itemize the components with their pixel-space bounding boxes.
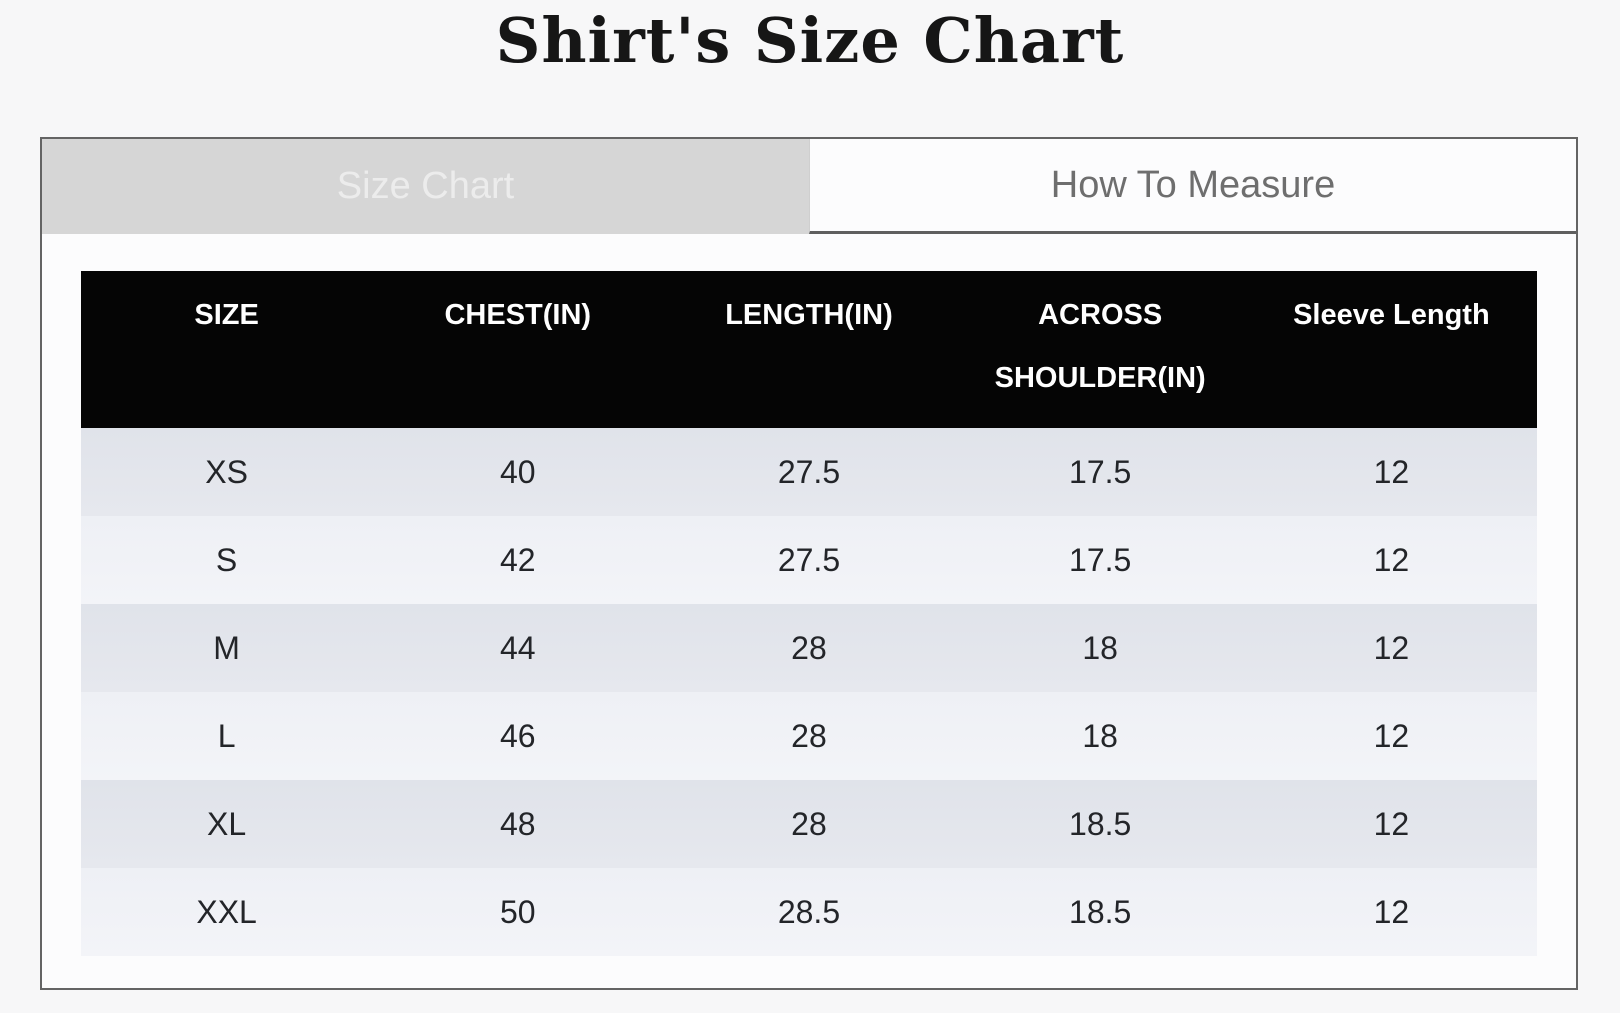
- table-row-xl: XL 48 28 18.5 12: [81, 780, 1537, 868]
- table-cell: 40: [372, 428, 664, 516]
- table-cell: 18.5: [954, 780, 1246, 868]
- table-cell: 12: [1245, 692, 1537, 780]
- tab-how-to-measure[interactable]: How To Measure: [809, 139, 1576, 234]
- table-row-m: M 44 28 18 12: [81, 604, 1537, 692]
- table-cell: XXL: [81, 868, 373, 956]
- table-cell: 28: [663, 604, 955, 692]
- table-cell: 27.5: [663, 428, 955, 516]
- size-chart-panel: Size Chart How To Measure SIZE CHEST(IN)…: [40, 137, 1578, 990]
- table-cell: 28.5: [663, 868, 955, 956]
- page-title: Shirt's Size Chart: [495, 4, 1125, 77]
- table-cell: 12: [1245, 604, 1537, 692]
- tab-size-chart-label: Size Chart: [336, 165, 515, 207]
- table-cell: 27.5: [663, 516, 955, 604]
- table-cell: 28: [663, 692, 955, 780]
- table-cell: 17.5: [954, 428, 1246, 516]
- table-cell: XL: [81, 780, 373, 868]
- column-header-size: SIZE: [81, 271, 373, 428]
- tab-size-chart[interactable]: Size Chart: [42, 139, 809, 234]
- table-cell: 48: [372, 780, 664, 868]
- table-cell: L: [81, 692, 373, 780]
- table-cell: 50: [372, 868, 664, 956]
- size-table-header: SIZE CHEST(IN) LENGTH(IN) ACROSS SHOULDE…: [81, 271, 1537, 428]
- table-cell: 44: [372, 604, 664, 692]
- column-header-sleeve-length: Sleeve Length: [1245, 271, 1537, 428]
- column-header-length: LENGTH(IN): [663, 271, 955, 428]
- table-cell: 12: [1245, 780, 1537, 868]
- table-cell: 17.5: [954, 516, 1246, 604]
- tab-bar: Size Chart How To Measure: [42, 139, 1576, 234]
- table-row-l: L 46 28 18 12: [81, 692, 1537, 780]
- table-cell: XS: [81, 428, 373, 516]
- table-cell: 12: [1245, 428, 1537, 516]
- column-header-across-shoulder: ACROSS SHOULDER(IN): [954, 271, 1246, 428]
- table-cell: 46: [372, 692, 664, 780]
- table-row-xs: XS 40 27.5 17.5 12: [81, 428, 1537, 516]
- table-cell: M: [81, 604, 373, 692]
- table-cell: 18.5: [954, 868, 1246, 956]
- size-table: SIZE CHEST(IN) LENGTH(IN) ACROSS SHOULDE…: [81, 271, 1537, 956]
- table-row-s: S 42 27.5 17.5 12: [81, 516, 1537, 604]
- table-cell: 28: [663, 780, 955, 868]
- header-row: SIZE CHEST(IN) LENGTH(IN) ACROSS SHOULDE…: [81, 271, 1537, 428]
- table-cell: 18: [954, 604, 1246, 692]
- table-cell: S: [81, 516, 373, 604]
- table-cell: 42: [372, 516, 664, 604]
- table-row-xxl: XXL 50 28.5 18.5 12: [81, 868, 1537, 956]
- table-cell: 18: [954, 692, 1246, 780]
- table-cell: 12: [1245, 516, 1537, 604]
- column-header-chest: CHEST(IN): [372, 271, 664, 428]
- size-chart-content: SIZE CHEST(IN) LENGTH(IN) ACROSS SHOULDE…: [42, 234, 1576, 956]
- tab-how-to-measure-label: How To Measure: [1050, 163, 1336, 206]
- table-cell: 12: [1245, 868, 1537, 956]
- size-table-body: XS 40 27.5 17.5 12 S 42 27.5 17.5 12 M 4…: [81, 428, 1537, 956]
